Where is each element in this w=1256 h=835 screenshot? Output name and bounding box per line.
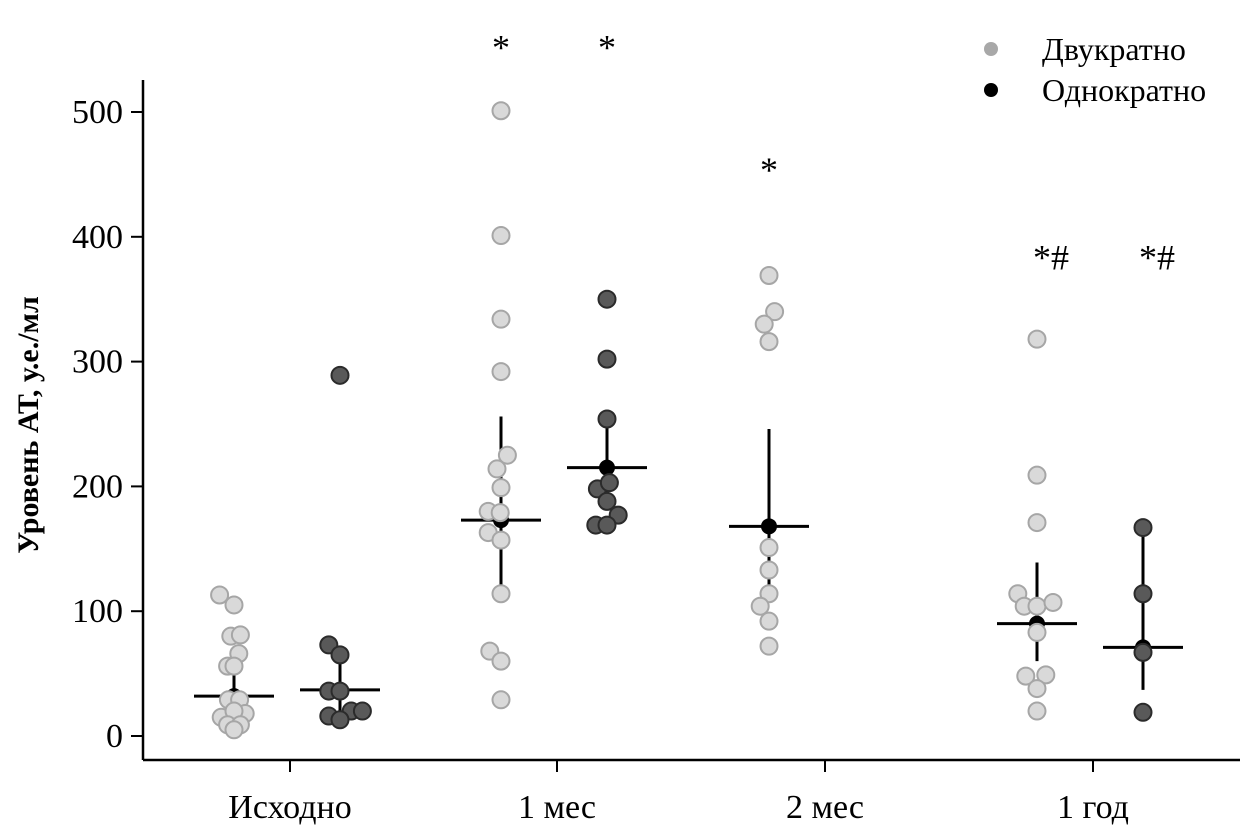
data-point (487, 459, 507, 479)
data-point (491, 309, 511, 329)
significance-marker: *# (1033, 237, 1069, 277)
data-point (1133, 642, 1153, 662)
data-point (759, 636, 779, 656)
data-point (759, 538, 779, 558)
legend-marker (984, 83, 998, 97)
y-tick-label: 500 (72, 94, 123, 131)
data-point (330, 681, 350, 701)
data-point (1027, 622, 1047, 642)
data-point (224, 595, 244, 615)
x-tick-label: 1 мес (518, 789, 596, 826)
y-axis-label: Уровень АТ, у.е./мл (12, 296, 45, 554)
data-point (230, 625, 250, 645)
data-point (597, 349, 617, 369)
data-point (330, 645, 350, 665)
data-point (1027, 596, 1047, 616)
data-point (497, 445, 517, 465)
significance-marker: * (492, 28, 510, 68)
data-point (1043, 592, 1063, 612)
data-point (1133, 584, 1153, 604)
legend-label: Однократно (1042, 72, 1206, 108)
data-point (210, 585, 230, 605)
data-point (491, 101, 511, 121)
significance-marker: * (598, 28, 616, 68)
data-point (597, 409, 617, 429)
data-point (759, 611, 779, 631)
data-point (1133, 518, 1153, 538)
significance-marker: * (760, 150, 778, 190)
data-point (759, 332, 779, 352)
data-point (1027, 465, 1047, 485)
legend: Двукратно Однократно (984, 31, 1206, 108)
y-tick-label: 300 (72, 344, 123, 381)
data-points (210, 101, 1153, 740)
data-point (1016, 666, 1036, 686)
y-tick-label: 200 (72, 468, 123, 505)
significance-marker: *# (1139, 237, 1175, 277)
y-tick-label: 400 (72, 219, 123, 256)
axes: 0 100 200 300 400 500 Исходно 1 мес 2 мес 1 год Ур… (12, 80, 1240, 826)
data-point (597, 289, 617, 309)
data-point (491, 530, 511, 550)
data-point (1133, 702, 1153, 722)
median-point (761, 518, 777, 535)
data-point (759, 265, 779, 285)
data-point (491, 226, 511, 246)
data-point (1027, 701, 1047, 721)
data-point (491, 690, 511, 710)
median-point (599, 459, 615, 476)
legend-marker (984, 42, 998, 56)
data-point (597, 491, 617, 511)
data-point (490, 503, 510, 523)
data-point (754, 314, 774, 334)
data-point (224, 720, 244, 740)
x-tick-label: Исходно (228, 789, 351, 826)
data-point (597, 515, 617, 535)
significance-annotations: * * * *# *# (492, 28, 1175, 278)
summary-markers (194, 416, 1183, 715)
data-point (759, 560, 779, 580)
data-point (1027, 679, 1047, 699)
data-point (330, 710, 350, 730)
data-point (1027, 329, 1047, 349)
x-tick-label: 2 мес (786, 789, 864, 826)
data-point (750, 596, 770, 616)
data-point (352, 701, 372, 721)
data-point (599, 473, 619, 493)
data-point (491, 651, 511, 671)
data-point (491, 362, 511, 382)
y-tick-label: 100 (72, 593, 123, 630)
data-point (1036, 665, 1056, 685)
x-tick-label: 1 год (1057, 789, 1129, 826)
data-point (491, 584, 511, 604)
data-point (765, 302, 785, 322)
data-point (491, 478, 511, 498)
data-point (330, 365, 350, 385)
legend-label: Двукратно (1042, 31, 1186, 67)
y-tick-label: 0 (106, 718, 123, 755)
data-point (224, 656, 244, 676)
data-point (1027, 513, 1047, 533)
